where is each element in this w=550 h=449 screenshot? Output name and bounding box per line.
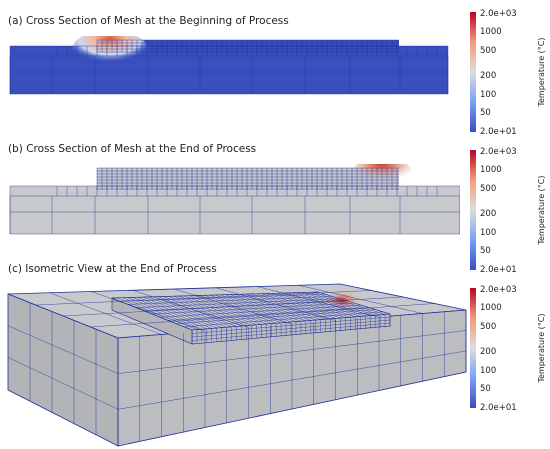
mesh-line [35, 290, 372, 306]
mesh-line [175, 309, 376, 324]
colorbar-gradient [470, 288, 476, 408]
mesh-line [151, 302, 355, 315]
mesh-grid-b [9, 167, 460, 235]
colorbar-tick: 50 [480, 246, 491, 256]
colorbar-gradient [470, 150, 476, 270]
colorbar-tick: 100 [480, 228, 496, 238]
colorbar-a: 2.0e+03 1000 500 200 100 50 2.0e+01 Temp… [470, 9, 546, 134]
colorbar-min: 2.0e+01 [480, 265, 517, 272]
colorbar-tick: 500 [480, 184, 496, 194]
colorbar-label: Temperature (°C) [537, 37, 546, 107]
colorbar-label: Temperature (°C) [537, 313, 546, 383]
colorbar-max: 2.0e+03 [480, 147, 517, 157]
mesh-line [90, 303, 435, 328]
mesh-line [135, 298, 340, 308]
mesh-line [183, 311, 383, 327]
mesh-line [117, 330, 467, 374]
colorbar-tick: 1000 [480, 303, 502, 313]
mesh-grid-a [9, 39, 449, 95]
colorbar-tick: 50 [480, 108, 491, 118]
mesh-line [117, 350, 467, 410]
hot-spot-start [72, 36, 148, 70]
panel-b-title: (b) Cross Section of Mesh at the End of … [8, 143, 257, 155]
colorbar-min: 2.0e+01 [480, 403, 517, 413]
colorbar-max: 2.0e+03 [480, 9, 517, 19]
mesh-grid-c [7, 285, 467, 446]
panel-a-title: (a) Cross Section of Mesh at the Beginni… [8, 15, 289, 27]
colorbar-tick: 1000 [480, 165, 502, 175]
colorbar-label: Temperature (°C) [537, 175, 546, 245]
colorbar-tick: 100 [480, 90, 496, 100]
colorbar-max: 2.0e+03 [480, 285, 517, 295]
colorbar-tick: 100 [480, 366, 496, 376]
colorbar-tick: 500 [480, 322, 496, 332]
deposit-layer [97, 168, 399, 190]
mesh-cross-section-begin [9, 36, 449, 95]
colorbar-b: 2.0e+03 1000 500 200 100 50 2.0e+01 Temp… [470, 147, 546, 272]
mesh-line [62, 296, 404, 317]
colorbar-tick: 200 [480, 347, 496, 357]
mesh-line [127, 296, 333, 305]
mesh-line [7, 325, 119, 374]
hot-spot-iso [324, 291, 360, 309]
colorbar-tick: 1000 [480, 27, 502, 37]
substrate-block [10, 186, 460, 234]
colorbar-tick: 200 [480, 71, 496, 81]
mesh-line [159, 305, 362, 318]
mesh-cross-section-end [9, 164, 460, 235]
mesh-isometric-end [7, 283, 467, 447]
colorbar-c: 2.0e+03 1000 500 200 100 50 2.0e+01 Temp… [470, 285, 546, 413]
mesh-line [7, 357, 119, 410]
colorbar-tick: 500 [480, 46, 496, 56]
colorbar-tick: 50 [480, 384, 491, 394]
mesh-line [167, 307, 369, 321]
panel-c-title: (c) Isometric View at the End of Process [8, 263, 217, 275]
colorbar-gradient [470, 12, 476, 132]
colorbar-min: 2.0e+01 [480, 127, 517, 134]
colorbar-tick: 200 [480, 209, 496, 219]
